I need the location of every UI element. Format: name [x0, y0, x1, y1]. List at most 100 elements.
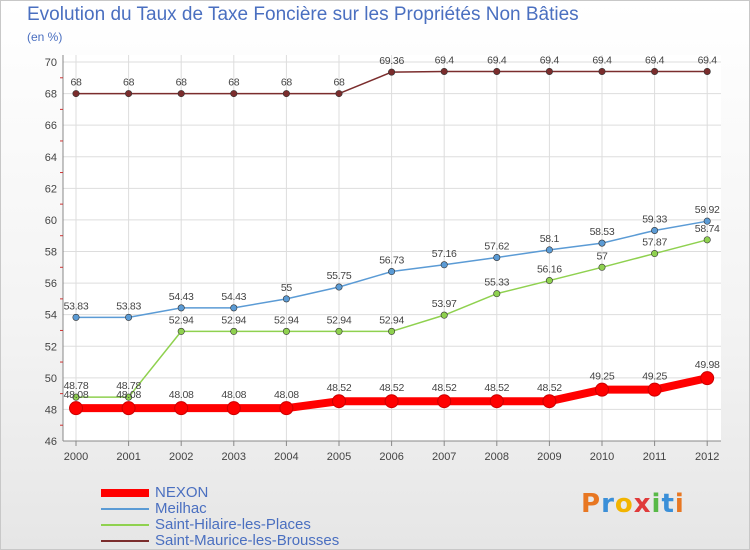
data-point	[72, 313, 80, 321]
data-label: 57.62	[484, 241, 509, 253]
x-tick-label: 2011	[643, 451, 667, 463]
data-label: 48.52	[537, 382, 562, 394]
x-tick-label: 2003	[222, 451, 246, 463]
logo-letter: o	[614, 489, 634, 519]
logo-letter: t	[661, 489, 675, 519]
data-label: 57	[596, 250, 608, 262]
logo-letter: i	[674, 489, 685, 519]
data-point	[545, 277, 553, 285]
data-point	[282, 327, 290, 335]
data-label: 53.83	[116, 300, 141, 312]
data-label: 59.33	[642, 213, 667, 225]
data-label: 55	[281, 282, 293, 294]
data-point	[125, 393, 133, 401]
data-label: 55.33	[484, 277, 509, 289]
data-point	[440, 67, 448, 75]
chart-title: Evolution du Taux de Taxe Foncière sur l…	[27, 4, 579, 25]
x-tick-label: 2012	[695, 451, 719, 463]
y-tick-label: 50	[45, 373, 57, 385]
y-tick-label: 48	[45, 404, 57, 416]
data-point	[595, 382, 609, 397]
data-point	[651, 250, 659, 258]
data-point	[121, 401, 136, 416]
data-point	[440, 311, 448, 319]
data-label: 48.52	[432, 382, 457, 394]
data-point	[440, 261, 448, 269]
y-tick-label: 64	[45, 152, 57, 164]
data-label: 53.83	[64, 300, 89, 312]
data-point	[177, 304, 185, 312]
data-point	[230, 327, 238, 335]
data-label: 57.16	[432, 248, 457, 260]
data-label: 69.36	[379, 55, 404, 67]
data-point	[230, 304, 238, 312]
data-label: 48.52	[484, 382, 509, 394]
proxiti-logo: Proxiti	[581, 489, 685, 519]
y-tick-label: 62	[45, 183, 57, 195]
chart-unit-label: (en %)	[27, 30, 63, 44]
data-label: 58.1	[540, 233, 560, 245]
data-label: 68	[228, 77, 240, 89]
data-label: 68	[123, 77, 135, 89]
data-point	[226, 401, 241, 416]
data-label: 69.4	[487, 54, 507, 66]
data-label: 53.97	[432, 298, 457, 310]
data-point	[125, 90, 133, 98]
y-tick-label: 56	[45, 278, 57, 290]
data-point	[177, 90, 185, 98]
data-label: 48.08	[116, 389, 141, 401]
x-tick-label: 2005	[327, 451, 351, 463]
x-tick-label: 2006	[379, 451, 403, 463]
data-point	[332, 394, 346, 409]
logo-letter: i	[651, 489, 662, 519]
legend-label: Saint-Hilaire-les-Places	[155, 516, 311, 533]
data-point	[335, 283, 343, 291]
data-point	[598, 67, 606, 75]
data-label: 48.52	[327, 382, 352, 394]
data-point	[72, 90, 80, 98]
y-tick-label: 66	[45, 120, 57, 132]
data-label: 52.94	[169, 314, 194, 326]
data-point	[545, 246, 553, 254]
logo-letter: P	[581, 489, 602, 519]
data-point	[493, 67, 501, 75]
data-label: 52.94	[379, 314, 404, 326]
legend-swatch	[101, 489, 149, 497]
y-tick-label: 52	[45, 341, 57, 353]
x-tick-label: 2010	[590, 451, 614, 463]
x-tick-label: 2001	[116, 451, 140, 463]
data-point	[174, 401, 189, 416]
data-point	[335, 327, 343, 335]
data-point	[700, 371, 715, 386]
data-point	[493, 254, 501, 262]
x-tick-label: 2007	[432, 451, 456, 463]
data-label: 69.4	[592, 54, 612, 66]
x-tick-label: 2002	[169, 451, 193, 463]
data-point	[703, 217, 711, 225]
y-tick-label: 60	[45, 215, 57, 227]
x-tick-label: 2009	[537, 451, 561, 463]
data-label: 52.94	[327, 314, 352, 326]
data-label: 48.78	[64, 380, 89, 392]
data-label: 58.74	[695, 223, 720, 235]
data-label: 68	[176, 77, 188, 89]
y-tick-label: 58	[45, 247, 57, 259]
data-label: 48.08	[221, 389, 246, 401]
data-label: 48.78	[116, 380, 141, 392]
data-point	[703, 67, 711, 75]
logo-letter: r	[601, 489, 615, 519]
data-label: 68	[70, 77, 82, 89]
data-point	[282, 295, 290, 303]
data-point	[489, 394, 504, 409]
data-label: 54.43	[221, 291, 246, 303]
data-label: 68	[281, 77, 293, 89]
data-point	[703, 236, 711, 244]
data-point	[545, 67, 553, 75]
data-point	[493, 290, 501, 298]
legend-swatch	[101, 508, 149, 510]
data-point	[282, 90, 290, 98]
legend-swatch	[101, 524, 149, 526]
data-label: 59.92	[695, 204, 720, 216]
data-point	[279, 401, 294, 416]
